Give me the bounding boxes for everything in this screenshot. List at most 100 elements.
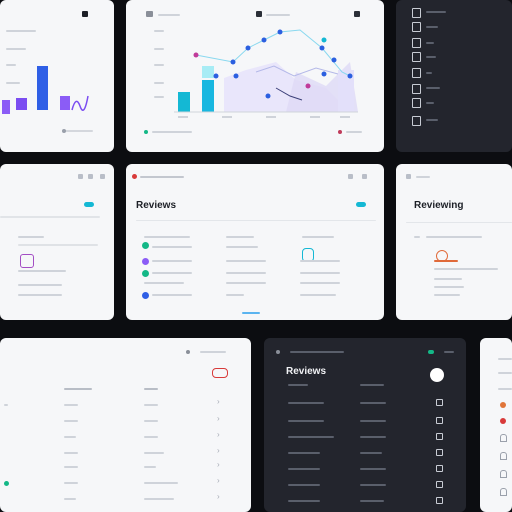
menu-item-icon[interactable]	[412, 116, 421, 126]
chevron-right-icon[interactable]: ›	[217, 460, 220, 469]
text-line	[18, 270, 66, 272]
menu-item-label[interactable]	[426, 26, 438, 28]
dashboard-card-2	[126, 0, 384, 152]
data-point	[193, 52, 199, 58]
sidebar-card	[396, 0, 512, 152]
text-line	[6, 48, 26, 50]
row-action-icon[interactable]	[436, 399, 443, 406]
data-point	[321, 71, 327, 77]
row-action-icon[interactable]	[436, 433, 443, 440]
row-label	[64, 452, 78, 454]
status-dot	[132, 174, 137, 179]
row-value	[360, 500, 384, 502]
toggle-icon[interactable]	[356, 202, 366, 207]
data-point	[347, 73, 353, 79]
chart-bar	[37, 66, 48, 110]
menu-item-icon[interactable]	[412, 84, 421, 94]
row-value	[360, 436, 386, 438]
toolbar-icon[interactable]	[88, 174, 93, 179]
row-action-icon[interactable]	[436, 417, 443, 424]
menu-item-icon[interactable]	[412, 38, 421, 48]
toolbar-icon[interactable]	[348, 174, 353, 179]
row-label	[288, 420, 324, 422]
toolbar-icon[interactable]	[100, 174, 105, 179]
data-point	[331, 57, 337, 63]
bell-icon[interactable]	[500, 434, 507, 442]
bell-icon[interactable]	[500, 488, 507, 496]
menu-item-icon[interactable]	[412, 68, 421, 78]
options-icon[interactable]	[354, 11, 360, 17]
avatar	[142, 242, 149, 249]
chevron-right-icon[interactable]: ›	[217, 492, 220, 501]
menu-item-label[interactable]	[426, 11, 446, 13]
chevron-right-icon[interactable]: ›	[217, 397, 220, 406]
menu-item-label[interactable]	[426, 56, 436, 58]
row-label	[288, 436, 334, 438]
row-action-icon[interactable]	[436, 497, 443, 504]
row-value	[360, 452, 382, 454]
legend-line	[152, 131, 192, 133]
row-action-icon[interactable]	[436, 449, 443, 456]
bell-icon[interactable]	[500, 452, 507, 460]
menu-item-label[interactable]	[426, 87, 440, 89]
chevron-down-icon[interactable]	[430, 368, 444, 382]
menu-item-icon[interactable]	[412, 8, 421, 18]
text-line	[300, 272, 340, 274]
row-label	[64, 498, 76, 500]
column-header	[64, 388, 92, 390]
text-line	[4, 404, 8, 406]
chart-trend-line	[71, 95, 89, 111]
text-line	[498, 372, 512, 374]
chevron-right-icon[interactable]: ›	[217, 446, 220, 455]
chart-bar	[2, 100, 10, 114]
text-line	[434, 286, 464, 288]
toolbar-icon[interactable]	[362, 174, 367, 179]
toolbar-icon[interactable]	[78, 174, 83, 179]
column-header	[288, 384, 308, 386]
grid-icon[interactable]	[146, 11, 153, 17]
pagination-link[interactable]	[242, 312, 260, 314]
tick-label	[222, 116, 232, 118]
reviewing-card: Reviewing	[396, 164, 512, 320]
row-label	[288, 452, 320, 454]
menu-item-icon[interactable]	[412, 52, 421, 62]
text-line	[300, 294, 336, 296]
legend-line	[346, 131, 362, 133]
reviews-card: Reviews	[126, 164, 384, 320]
chevron-right-icon[interactable]: ›	[217, 476, 220, 485]
data-point	[277, 29, 283, 35]
text-line	[434, 268, 498, 270]
tick-label	[340, 116, 350, 118]
menu-item-label[interactable]	[426, 102, 434, 104]
menu-item-icon[interactable]	[412, 98, 421, 108]
menu-icon[interactable]	[256, 11, 262, 17]
row-action-icon[interactable]	[436, 465, 443, 472]
text-line	[18, 294, 62, 296]
badge-icon	[20, 254, 34, 268]
page-title: Reviews	[136, 200, 177, 211]
chevron-right-icon[interactable]: ›	[217, 430, 220, 439]
menu-item-icon[interactable]	[412, 22, 421, 32]
text-line	[144, 282, 184, 284]
text-line	[152, 246, 192, 248]
toggle-icon[interactable]	[84, 202, 94, 207]
chevron-right-icon[interactable]: ›	[217, 414, 220, 423]
tick-label	[266, 116, 276, 118]
avatar	[142, 270, 149, 277]
toolbar-icon[interactable]	[406, 174, 411, 179]
close-icon[interactable]	[212, 368, 228, 378]
data-point	[319, 45, 325, 51]
status-dot	[428, 350, 434, 354]
menu-item-label[interactable]	[426, 119, 438, 121]
card-menu-icon[interactable]	[82, 11, 88, 17]
row-value	[360, 468, 386, 470]
bell-icon[interactable]	[500, 470, 507, 478]
text-line	[300, 260, 340, 262]
menu-item-label[interactable]	[426, 72, 432, 74]
row-value	[144, 452, 164, 454]
row-value	[360, 484, 386, 486]
menu-item-label[interactable]	[426, 42, 434, 44]
row-action-icon[interactable]	[436, 481, 443, 488]
text-line	[152, 294, 192, 296]
row-label	[64, 466, 78, 468]
